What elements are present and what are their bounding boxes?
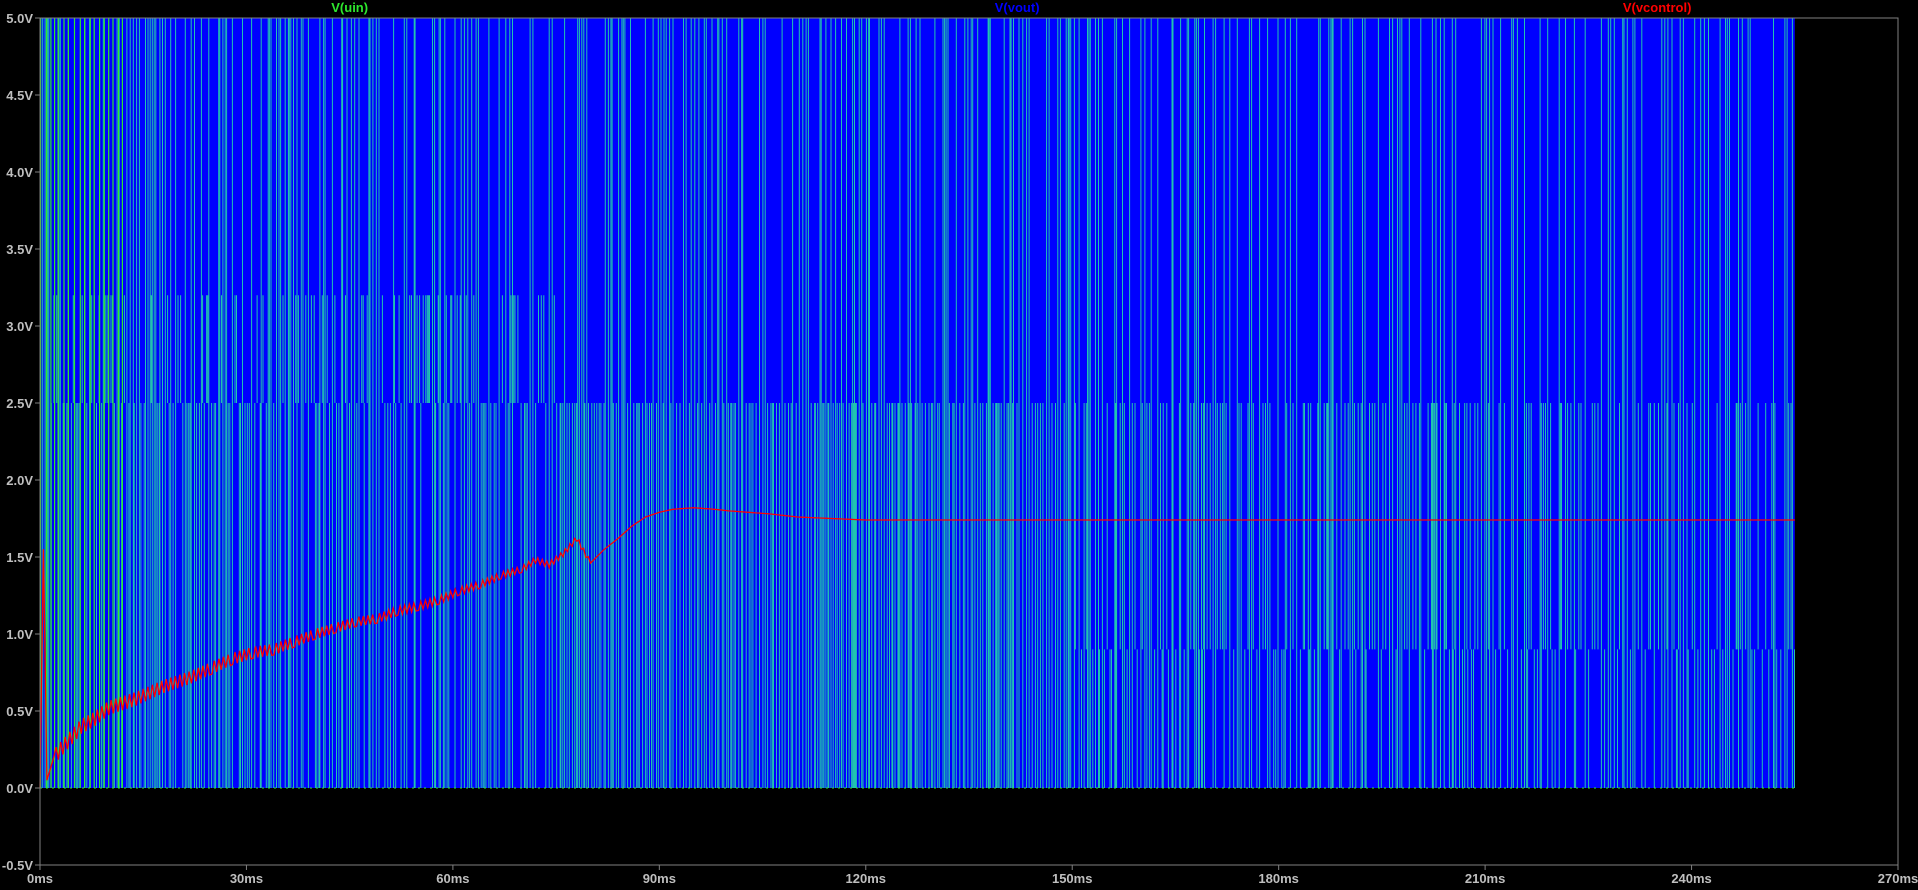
y-tick-label: 4.0V — [6, 165, 33, 180]
axes-layer — [39, 17, 1899, 866]
y-tick-label: 4.5V — [6, 88, 33, 103]
y-tick-label: -0.5V — [2, 858, 33, 873]
x-tick-label: 180ms — [1258, 871, 1298, 886]
legend-label-vuin[interactable]: V(uin) — [331, 0, 368, 15]
legend-label-vvcontrol[interactable]: V(vcontrol) — [1623, 0, 1692, 15]
legend-layer[interactable]: V(uin) V(vout) V(vcontrol) — [331, 0, 1691, 15]
legend-label-vvout[interactable]: V(vout) — [995, 0, 1040, 15]
y-tick-label: 0.0V — [6, 781, 33, 796]
x-tick-label: 60ms — [436, 871, 469, 886]
y-tick-label: 3.5V — [6, 242, 33, 257]
y-tick-label: 5.0V — [6, 11, 33, 26]
y-tick-label: 1.0V — [6, 627, 33, 642]
uin-trace-start — [40, 18, 123, 788]
y-tick-label: 1.5V — [6, 550, 33, 565]
ticks-layer: 5.0V 4.5V 4.0V 3.5V 3.0V 2.5V 2.0V 1.5V 1.0V 0.5V… — [2, 11, 1918, 886]
x-tick-label: 30ms — [230, 871, 263, 886]
plot-frame — [39, 17, 1899, 866]
x-tick-label: 120ms — [846, 871, 886, 886]
x-tick-label: 0ms — [27, 871, 53, 886]
x-tick-label: 90ms — [643, 871, 676, 886]
y-tick-label: 3.0V — [6, 319, 33, 334]
x-tick-label: 240ms — [1671, 871, 1711, 886]
y-tick-label: 0.5V — [6, 704, 33, 719]
x-tick-label: 270ms — [1878, 871, 1918, 886]
y-tick-label: 2.0V — [6, 473, 33, 488]
vcontrol-trace — [39, 507, 1795, 789]
x-tick-label: 210ms — [1465, 871, 1505, 886]
traces-layer — [39, 17, 1795, 789]
y-tick-label: 2.5V — [6, 396, 33, 411]
x-tick-label: 150ms — [1052, 871, 1092, 886]
